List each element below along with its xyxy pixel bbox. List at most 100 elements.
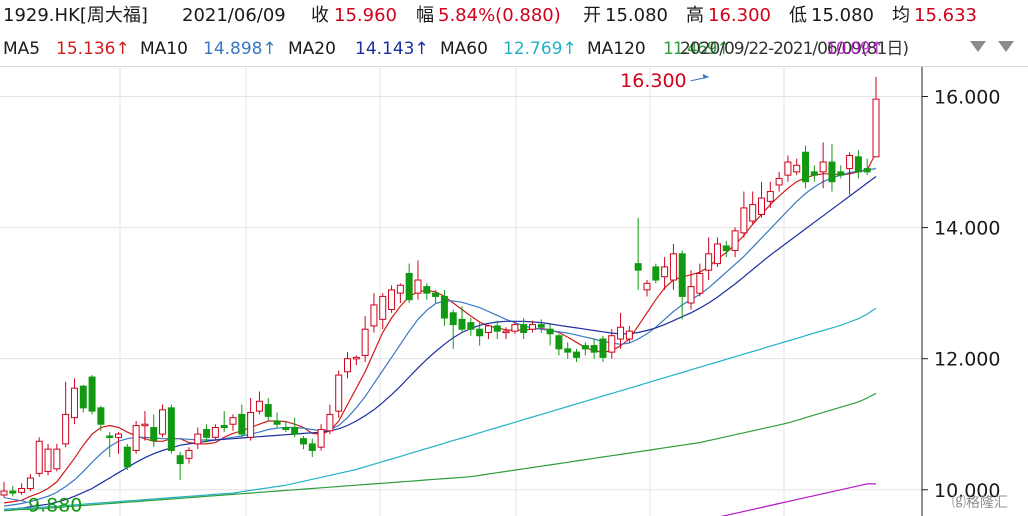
quote-date: 2021/06/09 (182, 5, 286, 26)
ma10-value: 14.898↑ (203, 39, 277, 59)
candle-body (863, 168, 871, 173)
candle-body (185, 449, 193, 459)
triangle-down-icon[interactable] (998, 41, 1014, 52)
candle-body (484, 325, 492, 333)
candle-body (326, 413, 334, 432)
candle-body (203, 428, 211, 438)
candle-body (449, 312, 457, 326)
candle-body (35, 440, 43, 474)
candle-body (53, 448, 61, 470)
candle-body (854, 156, 862, 173)
candle-body (123, 446, 131, 468)
candle-body (388, 289, 396, 311)
candle-body (9, 490, 17, 494)
candle-body (194, 433, 202, 445)
y-tick-label: 10.000 (934, 480, 1000, 502)
triangle-down-icon[interactable] (970, 41, 986, 52)
candle-body (26, 477, 34, 489)
candle-body (370, 304, 378, 327)
close-value: 15.960 (334, 5, 397, 26)
candle-body (661, 266, 669, 278)
candle-body (440, 295, 448, 319)
candle-body (757, 197, 765, 215)
open-label: 开 (583, 5, 601, 26)
candle-body (115, 433, 123, 438)
candle-body (696, 272, 704, 294)
candle-body (634, 263, 642, 271)
candle-body (141, 423, 149, 427)
candle-body (802, 151, 810, 183)
candle-body (564, 348, 572, 353)
candle-body (749, 204, 757, 222)
candle-body (766, 191, 774, 202)
high-pointer-arrow (702, 73, 709, 79)
candle-body (97, 407, 105, 425)
ma5-label: MA5 (3, 39, 41, 59)
candle-body (573, 351, 581, 358)
ma-line-ma5 (3, 152, 877, 504)
candle-body (872, 98, 880, 158)
candle-body (291, 427, 299, 435)
candle-body (467, 322, 475, 330)
candle-body (238, 413, 246, 435)
ma-line-ma250 (720, 483, 876, 516)
candle-body (528, 324, 536, 330)
watermark: ⒢格隆汇 (952, 495, 1008, 511)
candle-body (264, 404, 272, 417)
close-label: 收 (311, 5, 329, 26)
candle-body (414, 279, 422, 294)
y-tick-label: 12.000 (934, 349, 1000, 371)
ma20-label: MA20 (288, 39, 336, 59)
open-value: 15.080 (605, 5, 668, 26)
candle-body (511, 324, 519, 332)
candle-body (229, 417, 237, 425)
candle-body (220, 425, 228, 429)
ma60-value: 12.769↑ (503, 39, 577, 59)
candle-body (70, 387, 78, 419)
candle-body (819, 161, 827, 173)
candle-body (405, 272, 413, 301)
ma120-value-overlap: 11.469↑ (663, 39, 731, 59)
candle-body (625, 330, 633, 340)
candle-body (379, 295, 387, 320)
candle-body (344, 358, 352, 373)
candle-body (652, 266, 660, 281)
candle-body (335, 374, 343, 412)
candle-body (79, 385, 87, 409)
candle-body (581, 345, 589, 350)
candle-body (731, 230, 739, 252)
avg-value: 15.633 (914, 5, 977, 26)
candle-body (617, 326, 625, 340)
candle-body (837, 171, 845, 176)
candle-body (308, 443, 316, 451)
ma250-value-overlap: 10.09↑ (826, 39, 884, 59)
candle-body (705, 253, 713, 271)
low-label: 低 (789, 5, 807, 26)
ma-line-ma10 (3, 168, 877, 507)
candle-body (396, 284, 404, 294)
ma120-label: MA120 (587, 39, 646, 59)
candle-body (88, 376, 96, 412)
high-label: 高 (686, 5, 704, 26)
ma-indicator-bar: MA5 15.136↑ MA10 14.898↑ MA20 14.143↑ MA… (0, 34, 1028, 64)
candle-body (810, 171, 818, 176)
candle-body (493, 325, 501, 332)
change-value: 5.84%(0.880) (438, 5, 561, 26)
candlestick-chart: 10.000 12.000 14.000 16.000 16.300 9.880 (0, 67, 1000, 516)
candle-body (520, 324, 528, 333)
candle-body (713, 243, 721, 265)
candle-body (0, 490, 8, 496)
ma20-value: 14.143↑ (355, 39, 429, 59)
candle-body (247, 411, 255, 438)
candle-body (546, 328, 554, 335)
candle-body (793, 164, 801, 173)
candle-body (132, 425, 140, 451)
ma60-label: MA60 (440, 39, 488, 59)
y-tick-label: 14.000 (934, 218, 1000, 240)
high-price-label: 16.300 (620, 70, 686, 92)
ma5-value: 15.136↑ (56, 39, 130, 59)
candle-body (150, 427, 158, 442)
high-value: 16.300 (708, 5, 771, 26)
candle-body (555, 335, 563, 350)
candle-body (282, 427, 290, 430)
